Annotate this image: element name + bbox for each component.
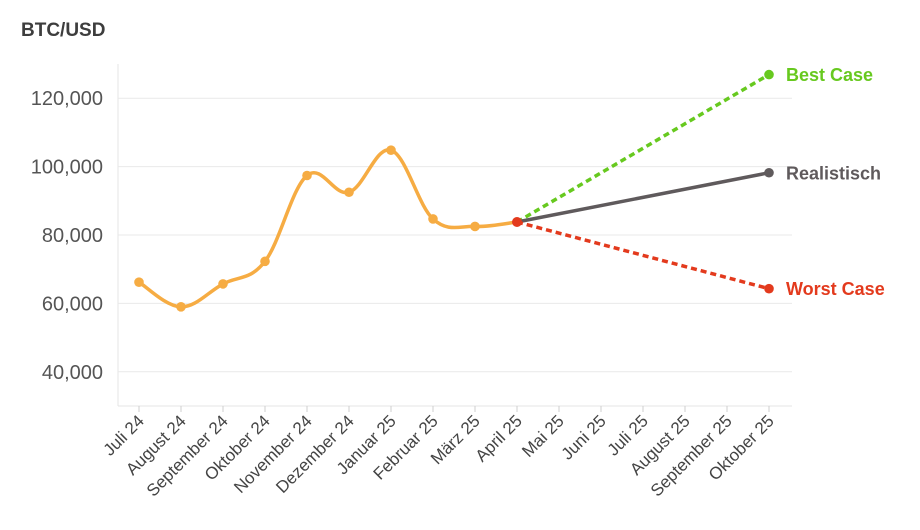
y-tick-label: 120,000 <box>31 88 103 110</box>
y-tick-label: 80,000 <box>42 225 103 247</box>
end-point-best-case <box>764 69 774 80</box>
history-point <box>302 170 312 181</box>
series-label-worst-case: Worst Case <box>786 279 885 299</box>
y-tick-label: 100,000 <box>31 157 103 179</box>
y-tick-label: 40,000 <box>42 362 103 384</box>
history-point <box>344 187 354 198</box>
series-label-realistisch: Realistisch <box>786 163 881 183</box>
x-tick-label: April 25 <box>472 411 526 465</box>
series-line-realistisch <box>516 171 770 224</box>
history-line <box>137 148 519 309</box>
y-tick-label: 60,000 <box>42 293 103 315</box>
history-point <box>176 302 186 312</box>
series-label-best-case: Best Case <box>786 65 873 85</box>
split-point <box>512 217 522 228</box>
history-point <box>470 221 480 232</box>
end-point-realistisch <box>764 167 774 178</box>
history-point <box>218 279 228 289</box>
series-line-best-case <box>516 73 770 224</box>
x-tick-label: Juni 25 <box>558 411 610 463</box>
history-point <box>260 256 270 267</box>
chart-title: BTC/USD <box>21 20 106 41</box>
history-point <box>428 214 438 224</box>
history-point <box>134 277 144 287</box>
history-point <box>386 145 396 155</box>
end-point-worst-case <box>764 283 774 294</box>
series-line-worst-case <box>516 220 770 291</box>
